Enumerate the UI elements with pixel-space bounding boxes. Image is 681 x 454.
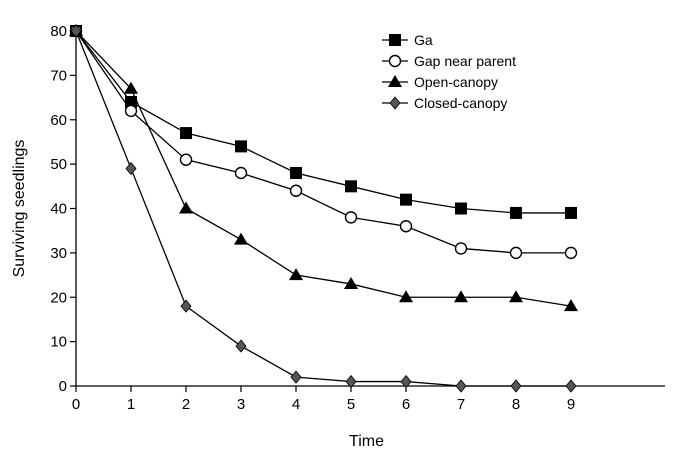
legend-label: Gap near parent (414, 53, 516, 69)
y-tick-label: 0 (59, 378, 67, 395)
data-point (344, 276, 358, 289)
x-axis-title: Time (349, 433, 384, 450)
data-point (565, 379, 577, 393)
series-line-1 (75, 30, 571, 254)
data-point (400, 374, 412, 389)
data-point (345, 180, 357, 193)
data-point (510, 379, 522, 393)
data-point (124, 104, 138, 118)
data-point (399, 290, 413, 303)
data-point (509, 246, 523, 260)
data-point (125, 161, 137, 176)
y-tick-label: 20 (50, 289, 67, 306)
x-tick-label: 4 (292, 396, 300, 413)
legend: Ga Gap near parent Open-canopy Closed-canop… (382, 32, 516, 111)
x-tick-label: 9 (567, 396, 575, 413)
y-tick-label: 40 (50, 201, 67, 218)
x-tick-label: 0 (72, 396, 80, 413)
series-line-3 (75, 30, 571, 387)
data-point (509, 290, 523, 303)
legend-label: Ga (414, 32, 433, 48)
data-point (454, 242, 468, 255)
data-point (179, 201, 193, 214)
series-line-0 (75, 30, 571, 214)
data-point (399, 220, 413, 233)
y-tick-label: 10 (50, 334, 67, 351)
y-tick-label: 30 (50, 245, 67, 262)
legend-marker (389, 96, 401, 110)
data-point (290, 167, 302, 179)
y-tick-label: 60 (50, 112, 67, 129)
data-point (564, 246, 578, 260)
data-point (455, 202, 467, 215)
y-tick-label: 80 (50, 23, 67, 40)
data-point (70, 24, 82, 38)
legend-marker (389, 34, 401, 46)
x-tick-label: 6 (402, 396, 410, 413)
data-point (564, 299, 578, 312)
data-point (180, 127, 192, 140)
x-tick-label: 5 (347, 396, 355, 413)
data-point (234, 166, 248, 180)
legend-label: Closed-canopy (414, 95, 507, 111)
x-tick-label: 2 (182, 396, 190, 413)
series-line-2 (75, 30, 572, 307)
data-point (455, 379, 467, 393)
data-point (125, 96, 137, 108)
data-point (454, 290, 468, 303)
data-point (234, 232, 248, 245)
x-tick-label: 3 (237, 396, 245, 413)
data-point (235, 140, 247, 153)
data-point (289, 268, 303, 281)
data-point (179, 153, 193, 166)
data-point (290, 370, 302, 384)
data-point (180, 299, 192, 313)
data-point (345, 374, 357, 389)
data-point (124, 81, 138, 94)
legend-marker (388, 54, 402, 68)
y-tick-label: 70 (50, 67, 67, 84)
y-tick-label: 50 (50, 156, 67, 173)
x-tick-label: 1 (127, 396, 135, 413)
data-point (565, 206, 577, 219)
data-point (400, 193, 412, 206)
axes (75, 27, 665, 387)
data-point (235, 339, 247, 353)
legend-marker (388, 75, 402, 87)
plot-area (69, 24, 578, 393)
legend-label: Open-canopy (414, 74, 498, 90)
data-point (344, 211, 358, 224)
data-point (510, 206, 522, 219)
y-axis-title: Surviving seedlings (11, 140, 28, 278)
x-tick-label: 8 (512, 396, 520, 413)
data-point (289, 184, 303, 197)
x-tick-label: 7 (457, 396, 465, 413)
